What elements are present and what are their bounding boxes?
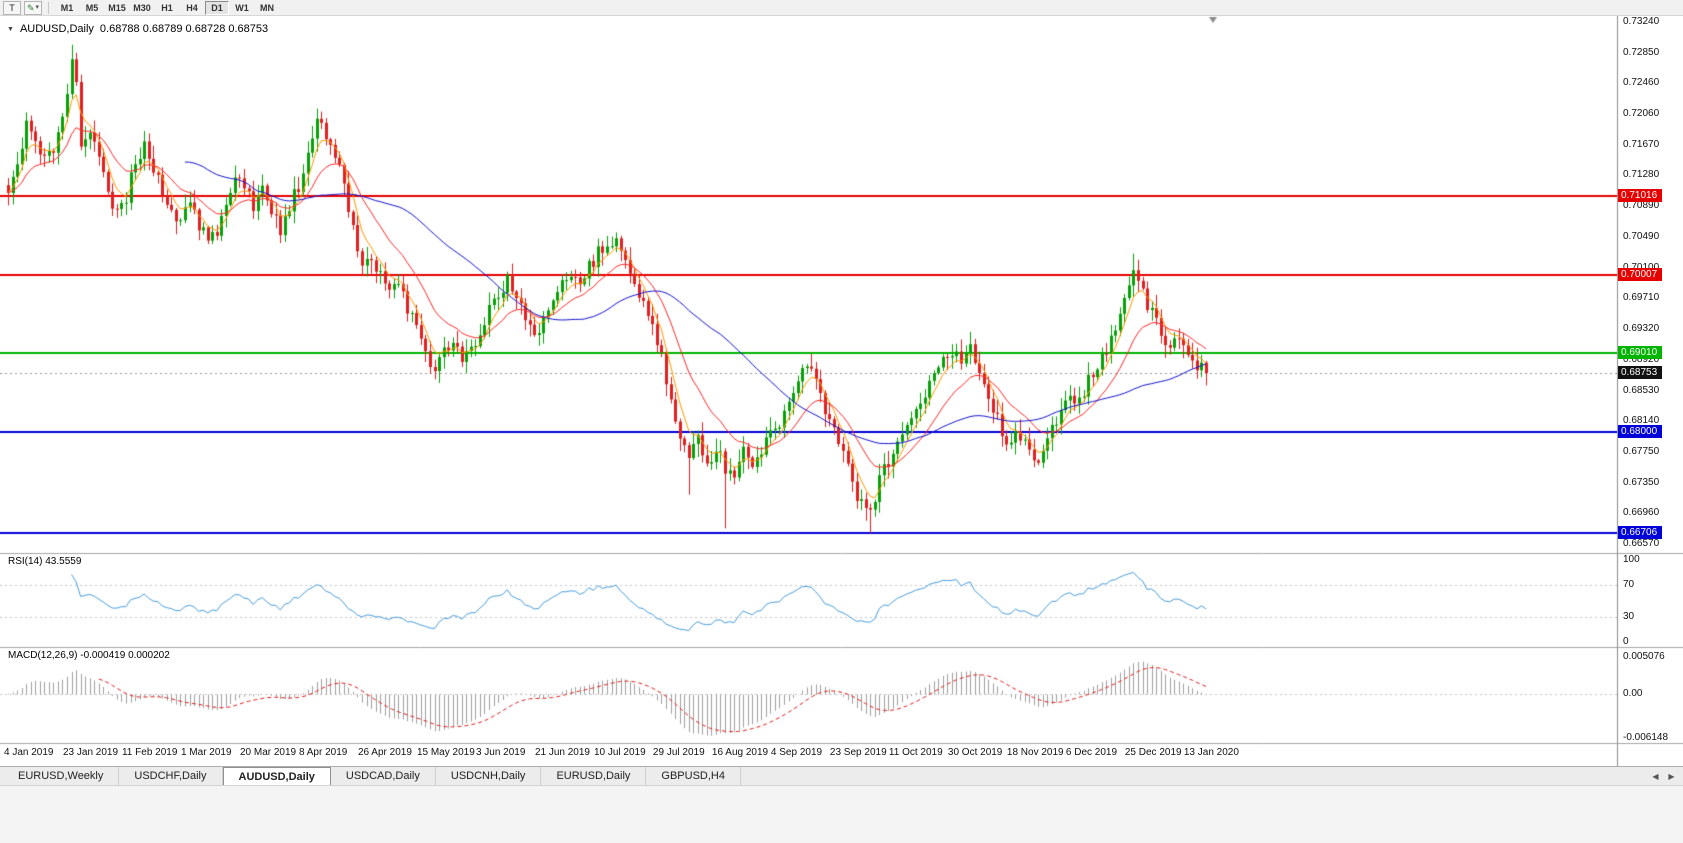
chart-tabs: EURUSD,Weekly USDCHF,Daily AUDUSD,Daily USD… (0, 767, 741, 785)
date-axis-label: 4 Jan 2019 (4, 747, 54, 758)
price-axis-label: 0.005076 (1623, 651, 1665, 662)
price-axis-label: 30 (1623, 611, 1635, 623)
chart-tab-gbpusd-h4[interactable]: GBPUSD,H4 (646, 767, 741, 785)
date-axis: 4 Jan 2019 23 Jan 2019 11 Feb 2019 1 Mar 20… (0, 16, 1617, 766)
price-level-badge: 0.66706 (1618, 526, 1662, 540)
timeframe-button-h4[interactable]: H4 (180, 1, 204, 15)
chart-tab-usdcad-daily[interactable]: USDCAD,Daily (331, 767, 436, 785)
date-axis-label: 16 Aug 2019 (711, 747, 769, 758)
price-axis-label: 0.70490 (1623, 231, 1660, 243)
date-axis-label: 29 Jul 2019 (652, 747, 705, 758)
date-axis-label: 6 Dec 2019 (1065, 747, 1118, 758)
date-axis-label: 11 Feb 2019 (121, 747, 178, 758)
chart-tab-eurusd-daily[interactable]: EURUSD,Daily (541, 767, 647, 785)
chart-symbol-period: AUDUSD,Daily (19, 23, 94, 35)
date-axis-label: 21 Jun 2019 (534, 747, 590, 758)
price-axis-label: 70 (1623, 578, 1635, 590)
price-axis-label: 0.71670 (1623, 138, 1660, 150)
price-chart-canvas[interactable] (0, 16, 1683, 766)
timeframe-buttons: M1 M5 M15 M30 H1 H4 D1 W1 MN (55, 0, 279, 15)
caret-down-icon: ▾ (35, 3, 40, 11)
tabs-scroll-left-button[interactable]: ◀ (1652, 771, 1659, 781)
price-axis-label: 0.66570 (1623, 538, 1660, 550)
price-level-badge: 0.70007 (1618, 268, 1662, 282)
chart-ohlc-values: 0.68788 0.68789 0.68728 0.68753 (99, 23, 269, 35)
price-level-badge: 0.68000 (1618, 425, 1662, 439)
price-axis-label: 0.69710 (1623, 292, 1660, 304)
price-axis-label: 0.72060 (1623, 108, 1660, 120)
chart-window: ▼ AUDUSD,Daily 0.68788 0.68789 0.68728 0… (0, 16, 1683, 766)
timeframe-button-m5[interactable]: M5 (80, 1, 104, 15)
tabs-scroll-right-button[interactable]: ▶ (1668, 771, 1675, 781)
timeframe-button-mn[interactable]: MN (255, 1, 279, 15)
date-axis-label: 1 Mar 2019 (180, 747, 232, 758)
timeframe-button-m1[interactable]: M1 (55, 1, 79, 15)
date-axis-label: 25 Dec 2019 (1124, 747, 1182, 758)
chart-tab-usdchf-daily[interactable]: USDCHF,Daily (119, 767, 223, 785)
price-level-badge: 0.71016 (1618, 189, 1662, 203)
price-axis-label: 0.68920 (1623, 354, 1660, 366)
date-axis-label: 23 Jan 2019 (62, 747, 119, 758)
timeframe-button-d1[interactable]: D1 (205, 0, 229, 15)
timeframe-button-w1[interactable]: W1 (230, 1, 254, 15)
timeframe-button-m15[interactable]: M15 (105, 1, 129, 15)
price-axis-label: 100 (1623, 554, 1640, 565)
price-axis-label: 0.71280 (1623, 169, 1660, 181)
date-axis-label: 23 Sep 2019 (829, 747, 887, 758)
price-axis-label: 0.72850 (1623, 46, 1660, 58)
chart-tab-audusd-daily[interactable]: AUDUSD,Daily (222, 767, 331, 785)
chart-tab-usdcnh-daily[interactable]: USDCNH,Daily (436, 767, 542, 785)
date-axis-label: 15 May 2019 (416, 747, 475, 758)
chart-tab-bar: EURUSD,Weekly USDCHF,Daily AUDUSD,Daily USD… (0, 766, 1683, 785)
date-axis-label: 3 Jun 2019 (475, 747, 526, 758)
price-axis-label: 0 (1623, 636, 1629, 647)
timeframe-button-m30[interactable]: M30 (130, 1, 154, 15)
price-axis-label: 0.72460 (1623, 77, 1660, 89)
price-axis-label: -0.006148 (1623, 732, 1669, 743)
macd-indicator-label: MACD(12,26,9) -0.000419 0.000202 (8, 650, 170, 661)
date-axis-label: 18 Nov 2019 (1006, 747, 1064, 758)
symbol-dropdown-icon[interactable]: ▼ (7, 25, 14, 33)
price-level-badge: 0.69010 (1618, 346, 1662, 360)
date-axis-label: 10 Jul 2019 (593, 747, 646, 758)
date-axis-label: 26 Apr 2019 (357, 747, 412, 758)
date-axis-label: 8 Apr 2019 (298, 747, 348, 758)
rsi-indicator-label: RSI(14) 43.5559 (8, 556, 82, 567)
price-level-badge: 0.68753 (1618, 366, 1662, 380)
text-tool-button[interactable]: T (3, 0, 21, 15)
date-axis-label: 13 Jan 2020 (1183, 747, 1239, 758)
date-axis-label: 11 Oct 2019 (888, 747, 943, 758)
tab-scroll-controls: ◀ ▶ (1649, 767, 1683, 785)
pencil-icon: ✎ (26, 2, 35, 13)
price-axis-label: 0.73240 (1623, 16, 1660, 28)
toolbar-separator (48, 1, 49, 14)
date-axis-label: 30 Oct 2019 (947, 747, 1003, 758)
status-strip (0, 785, 1683, 843)
price-axis-label: 0.68140 (1623, 415, 1660, 427)
price-axis-label: 0.67750 (1623, 445, 1660, 457)
price-axis-label: 0.67350 (1623, 476, 1660, 488)
timeframe-toolbar: T ✎ ▾ M1 M5 M15 M30 H1 H4 D1 W1 MN (0, 0, 1683, 16)
price-axis: 0.73240 0.72850 0.72460 0.72060 0.71670 0.712… (1617, 16, 1683, 766)
price-axis-label: 0.70890 (1623, 199, 1660, 211)
chart-tab-eurusd-weekly[interactable]: EURUSD,Weekly (3, 767, 120, 785)
date-axis-label: 20 Mar 2019 (239, 747, 297, 758)
drawing-tool-dropdown[interactable]: ✎ ▾ (24, 0, 42, 15)
chart-title: ▼ AUDUSD,Daily 0.68788 0.68789 0.68728 0… (7, 23, 268, 35)
price-axis-label: 0.68530 (1623, 384, 1660, 396)
price-axis-label: 0.00 (1623, 687, 1643, 699)
timeframe-button-h1[interactable]: H1 (155, 1, 179, 15)
date-axis-label: 4 Sep 2019 (770, 747, 823, 758)
price-axis-label: 0.69320 (1623, 322, 1660, 334)
price-axis-label: 0.66960 (1623, 507, 1660, 519)
